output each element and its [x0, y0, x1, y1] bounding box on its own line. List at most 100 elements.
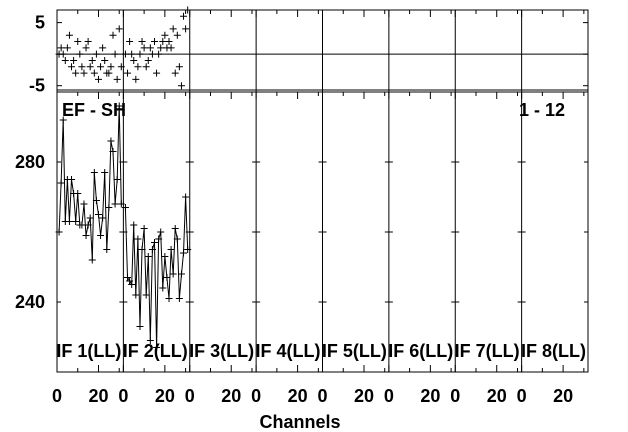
phase-point [161, 31, 169, 39]
phase-point [68, 63, 76, 71]
phase-point [146, 44, 154, 52]
amplitude-point [59, 116, 67, 124]
amplitude-point [130, 221, 138, 229]
amplitude-point [171, 225, 179, 232]
phase-point [105, 69, 113, 77]
amplitude-point [121, 204, 129, 211]
amplitude-point [57, 179, 65, 187]
amplitude-point [138, 246, 146, 253]
amplitude-point [82, 232, 90, 239]
phase-point [65, 31, 73, 39]
phase-point [124, 69, 132, 77]
x-tick-label: 0 [450, 386, 460, 406]
phase-point [113, 75, 121, 83]
phase-point [150, 38, 158, 46]
amplitude-point [103, 246, 111, 253]
phase-point [78, 63, 86, 71]
phase-point [72, 69, 80, 77]
amplitude-point [161, 253, 169, 260]
range-label: 1 - 12 [519, 100, 565, 120]
phase-point [157, 44, 165, 52]
amplitude-point [68, 176, 76, 183]
amplitude-point [101, 169, 109, 176]
phase-y-tick-label: 5 [35, 13, 45, 33]
x-tick-label: 0 [185, 386, 195, 406]
x-tick-label: 0 [52, 386, 62, 406]
phase-point [177, 82, 185, 90]
phase-point [175, 63, 183, 71]
phase-point [132, 75, 140, 83]
x-tick-label: 0 [118, 386, 128, 406]
phase-point [111, 50, 119, 58]
amplitude-point [175, 295, 183, 302]
amplitude-point [153, 344, 161, 351]
phase-point [101, 56, 109, 64]
panel-label: IF 6(LL) [388, 341, 453, 361]
phase-y-tick-label: -5 [29, 76, 45, 96]
axis-labels: 5 -5 280 240 0 20 IF 1(LL) 0 20 IF 2(LL) 0 20 IF 3(L… [15, 13, 586, 406]
phase-point [63, 44, 71, 52]
amplitude-point [155, 235, 163, 243]
amplitude-point [148, 246, 156, 253]
panel-label: IF 7(LL) [455, 341, 520, 361]
phase-series [55, 6, 192, 90]
phase-point [74, 38, 82, 46]
amplitude-point [146, 337, 154, 344]
phase-point [182, 25, 190, 33]
phase-point [90, 69, 98, 77]
amplitude-point [180, 249, 188, 257]
phase-point [76, 50, 84, 58]
panel-label: IF 3(LL) [189, 341, 254, 361]
phase-point [142, 63, 150, 71]
panel-label: IF 5(LL) [322, 341, 387, 361]
amplitude-point [134, 235, 142, 243]
phase-point [136, 50, 144, 58]
amplitude-point [159, 284, 167, 292]
phase-point [165, 38, 173, 46]
amplitude-point [99, 214, 107, 222]
phase-point [167, 44, 175, 52]
axis-ticks [56, 10, 588, 373]
x-tick-label: 20 [487, 386, 507, 406]
amplitude-point [105, 204, 113, 211]
phase-point [128, 50, 136, 58]
amplitude-point [90, 169, 98, 176]
amplitude-point [132, 291, 140, 299]
amplitude-point [111, 200, 119, 208]
phase-point [144, 56, 152, 64]
amplitude-point [109, 148, 117, 155]
amplitude-point [169, 270, 177, 278]
amplitude-point [97, 232, 105, 239]
panel-label: IF 2(LL) [123, 341, 188, 361]
amplitude-point [94, 211, 102, 218]
amplitude-point [173, 235, 181, 243]
phase-point [126, 38, 134, 46]
phase-point [92, 50, 100, 58]
x-tick-label: 20 [420, 386, 440, 406]
amplitude-point [136, 323, 144, 330]
amplitude-point [157, 228, 165, 236]
x-axis-label: Channels [259, 412, 340, 432]
panel-label: IF 4(LL) [256, 341, 321, 361]
phase-point [115, 25, 123, 33]
amplitude-point [128, 281, 136, 288]
amplitude-point [165, 295, 173, 302]
amplitude-point [182, 193, 190, 201]
amplitude-point [113, 176, 121, 183]
phase-point [86, 63, 94, 71]
amplitude-point [72, 218, 80, 225]
phase-point [70, 56, 78, 64]
phase-point [80, 69, 88, 77]
phase-point [94, 75, 102, 83]
phase-point [109, 31, 117, 39]
x-tick-label: 0 [384, 386, 394, 406]
phase-point [88, 56, 96, 64]
phase-point [117, 63, 125, 71]
x-tick-label: 20 [553, 386, 573, 406]
phase-point [97, 63, 105, 71]
amplitude-point [177, 270, 185, 278]
amplitude-point [150, 239, 158, 246]
phase-point [153, 69, 161, 77]
amplitude-point [184, 246, 192, 253]
